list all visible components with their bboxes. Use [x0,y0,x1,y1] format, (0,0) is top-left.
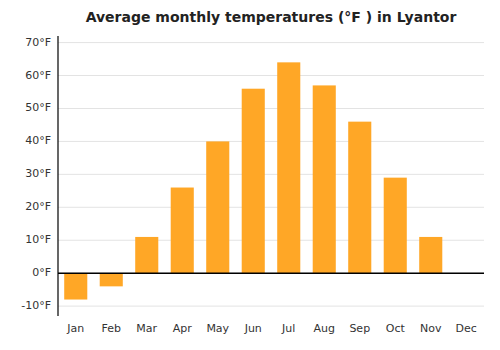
x-tick-label: Jul [281,322,295,335]
x-tick-label: Mar [136,322,157,335]
grid-line [58,75,484,76]
chart: -10°F 0°F 10°F 20°F 30°F 40°F 50°F 60°F 70°F Jan F… [0,0,500,350]
zero-line [58,272,484,274]
bar [171,188,194,274]
x-axis-ticks: Jan Feb Mar Apr May Jun Jul Aug Sep Oct Nov Dec [66,322,477,335]
bar [135,237,158,273]
x-tick-label: Sep [349,322,370,335]
y-tick-label: 50°F [25,101,51,114]
grid-line [58,306,484,307]
y-axis-line [57,36,58,316]
y-tick-label: 30°F [25,167,51,180]
y-tick-label: 10°F [25,233,51,246]
grid-line [58,108,484,109]
y-tick-label: -10°F [21,299,51,312]
grid [58,43,484,307]
grid-line [58,141,484,142]
chart-container: -10°F 0°F 10°F 20°F 30°F 40°F 50°F 60°F 70°F Jan F… [0,0,500,350]
y-tick-label: 60°F [25,69,51,82]
grid-line [58,174,484,175]
x-tick-label: Feb [102,322,121,335]
x-tick-label: Jan [66,322,84,335]
bar [419,237,442,273]
grid-line [58,42,484,43]
x-tick-label: Dec [456,322,477,335]
bar [100,273,123,286]
y-tick-label: 70°F [25,36,51,49]
x-tick-label: Oct [386,322,406,335]
bars [64,62,442,299]
x-tick-label: Aug [314,322,335,335]
x-tick-label: May [206,322,229,335]
y-tick-label: 20°F [25,200,51,213]
bar [64,273,87,299]
y-tick-label: 0°F [32,266,51,279]
y-tick-label: 40°F [25,134,51,147]
grid-line [58,207,484,208]
x-tick-label: Apr [173,322,193,335]
title: Average monthly temperatures (°F ) in Ly… [86,9,457,25]
y-axis-ticks: -10°F 0°F 10°F 20°F 30°F 40°F 50°F 60°F 70°F [21,36,51,313]
x-tick-label: Jun [244,322,262,335]
bar [384,178,407,274]
bar [242,89,265,273]
bar [277,62,300,273]
grid-line [58,273,484,274]
bar [206,141,229,273]
bar [313,85,336,273]
bar [348,122,371,274]
x-tick-label: Nov [420,322,442,335]
